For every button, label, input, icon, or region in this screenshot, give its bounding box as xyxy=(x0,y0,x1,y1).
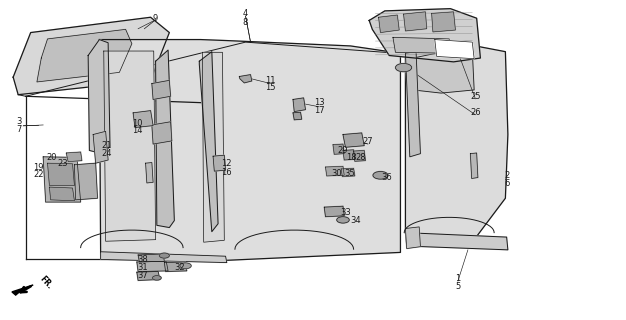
Polygon shape xyxy=(74,163,98,200)
Text: 16: 16 xyxy=(222,168,232,177)
Text: 17: 17 xyxy=(314,106,324,115)
Text: 11: 11 xyxy=(265,76,276,85)
Polygon shape xyxy=(104,51,156,241)
Polygon shape xyxy=(137,271,160,280)
Text: 21: 21 xyxy=(101,141,112,150)
Text: 30: 30 xyxy=(331,169,342,178)
Circle shape xyxy=(373,172,388,179)
Text: 33: 33 xyxy=(340,208,351,217)
Polygon shape xyxy=(324,206,344,217)
Circle shape xyxy=(396,63,412,72)
Text: 23: 23 xyxy=(58,159,68,168)
Text: 36: 36 xyxy=(381,173,392,182)
Text: 3: 3 xyxy=(17,117,22,126)
Polygon shape xyxy=(48,163,74,186)
Polygon shape xyxy=(343,133,364,147)
Text: 18: 18 xyxy=(346,153,357,162)
Polygon shape xyxy=(100,40,401,260)
Circle shape xyxy=(180,263,191,269)
Polygon shape xyxy=(406,227,421,249)
Polygon shape xyxy=(393,37,452,53)
Polygon shape xyxy=(213,155,225,171)
Text: 31: 31 xyxy=(138,263,148,272)
Polygon shape xyxy=(88,40,110,154)
Polygon shape xyxy=(404,12,427,31)
Polygon shape xyxy=(379,15,399,33)
Polygon shape xyxy=(137,261,168,271)
Text: 25: 25 xyxy=(470,92,481,101)
Text: 4: 4 xyxy=(243,9,248,18)
Text: 32: 32 xyxy=(174,263,185,272)
Polygon shape xyxy=(13,17,170,95)
Polygon shape xyxy=(354,150,366,161)
Polygon shape xyxy=(152,80,171,100)
Polygon shape xyxy=(133,111,153,127)
Polygon shape xyxy=(333,144,344,154)
Text: 2: 2 xyxy=(504,172,510,180)
Polygon shape xyxy=(406,46,508,238)
Text: 12: 12 xyxy=(222,159,232,168)
Polygon shape xyxy=(101,252,227,263)
Polygon shape xyxy=(37,29,132,82)
Polygon shape xyxy=(202,52,224,242)
Text: 5: 5 xyxy=(455,282,461,291)
Polygon shape xyxy=(199,52,218,232)
Polygon shape xyxy=(156,50,174,228)
Polygon shape xyxy=(12,285,33,295)
Polygon shape xyxy=(66,152,82,162)
Text: 27: 27 xyxy=(362,137,373,146)
Text: 15: 15 xyxy=(265,84,276,92)
Polygon shape xyxy=(470,153,478,179)
Polygon shape xyxy=(343,150,355,160)
Text: 10: 10 xyxy=(131,119,142,128)
Polygon shape xyxy=(341,168,355,177)
Text: 9: 9 xyxy=(153,14,158,23)
Polygon shape xyxy=(435,40,474,59)
Polygon shape xyxy=(49,187,74,201)
Text: 20: 20 xyxy=(47,153,57,162)
Polygon shape xyxy=(432,12,455,32)
Text: 7: 7 xyxy=(17,125,22,134)
Text: 26: 26 xyxy=(470,108,481,117)
Text: 19: 19 xyxy=(33,163,43,172)
Text: 35: 35 xyxy=(344,169,354,178)
Polygon shape xyxy=(138,254,165,262)
Text: 13: 13 xyxy=(314,98,324,107)
Text: 38: 38 xyxy=(138,255,148,264)
Polygon shape xyxy=(406,52,421,157)
Polygon shape xyxy=(239,75,252,83)
Text: 24: 24 xyxy=(101,149,112,158)
Circle shape xyxy=(160,253,170,258)
Polygon shape xyxy=(369,9,480,62)
Text: 29: 29 xyxy=(338,146,348,155)
Polygon shape xyxy=(293,112,302,120)
Polygon shape xyxy=(43,157,81,202)
Text: FR.: FR. xyxy=(38,274,54,291)
Text: 28: 28 xyxy=(355,153,366,162)
Polygon shape xyxy=(165,262,187,271)
Text: 22: 22 xyxy=(33,171,43,180)
Text: 34: 34 xyxy=(350,216,361,225)
Polygon shape xyxy=(406,233,508,250)
Polygon shape xyxy=(146,163,153,183)
Text: 14: 14 xyxy=(131,126,142,135)
Text: 37: 37 xyxy=(138,271,148,280)
Circle shape xyxy=(153,276,162,280)
Polygon shape xyxy=(326,166,344,176)
Text: 6: 6 xyxy=(504,180,510,188)
Text: 8: 8 xyxy=(243,19,249,28)
Polygon shape xyxy=(93,131,108,163)
Polygon shape xyxy=(413,50,474,93)
Circle shape xyxy=(337,217,349,223)
Text: 1: 1 xyxy=(455,274,461,283)
Polygon shape xyxy=(293,98,305,112)
Polygon shape xyxy=(152,122,172,144)
